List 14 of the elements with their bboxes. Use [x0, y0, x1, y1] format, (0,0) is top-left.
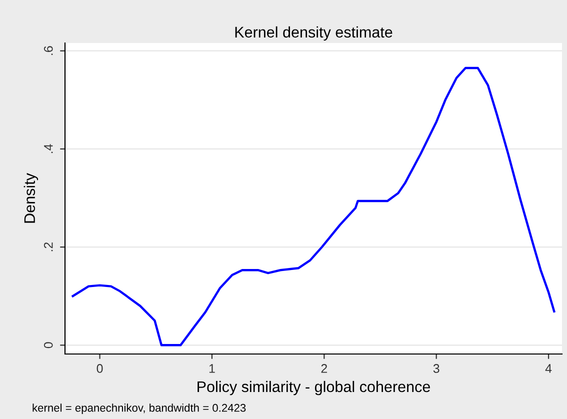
x-tick-label: 1	[209, 364, 215, 373]
y-tick-label: 0	[44, 342, 53, 348]
y-axis-title: Density	[24, 173, 38, 223]
y-tick-label: .6	[44, 46, 53, 55]
x-tick-label: 0	[96, 364, 103, 373]
y-tick-label: .2	[44, 242, 53, 252]
line-series	[72, 66, 556, 346]
x-axis-title: Policy similarity - global coherence	[198, 380, 430, 396]
text: kernel = epanechnikov, bandwidth = 0.2423	[32, 404, 246, 414]
x-tick-label: 3	[433, 364, 440, 373]
chart-title: Kernel density estimate	[235, 26, 392, 41]
x-tick-label: 4	[545, 364, 552, 373]
y-tick-label: .4	[44, 144, 53, 154]
x-tick-label: 2	[321, 364, 328, 373]
